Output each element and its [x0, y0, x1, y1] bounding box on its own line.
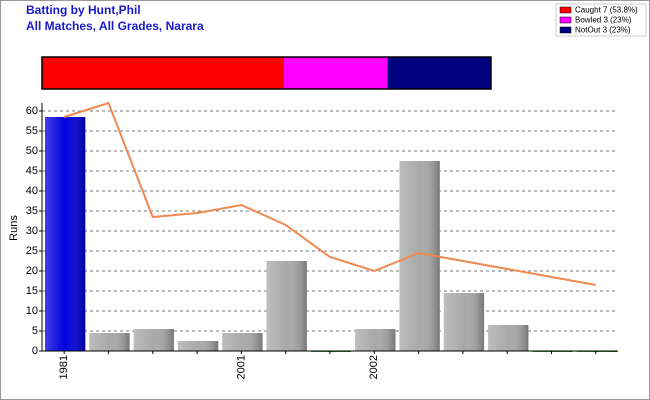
- bar-shade: [133, 329, 174, 351]
- chart-title: Batting by Hunt,Phil: [26, 3, 141, 17]
- y-tick-label: 0: [32, 345, 38, 357]
- bar-shade: [488, 325, 529, 351]
- y-tick-label: 60: [26, 105, 38, 117]
- bar-shade: [355, 329, 396, 351]
- legend-label: Bowled 3 (23%): [575, 16, 632, 25]
- x-tick-label: 2001: [235, 355, 247, 379]
- y-tick-label: 30: [26, 225, 38, 237]
- y-tick-label: 20: [26, 265, 38, 277]
- y-tick-label: 5: [32, 325, 38, 337]
- dismissal-bar-outline: [41, 56, 492, 90]
- y-axis-label: Runs: [8, 215, 20, 241]
- dismissal-segment: [284, 57, 388, 89]
- legend-swatch: [559, 16, 572, 24]
- y-tick-label: 40: [26, 185, 38, 197]
- bar-shade: [266, 261, 307, 351]
- legend-label: NotOut 3 (23%): [575, 26, 631, 35]
- chart-subtitle: All Matches, All Grades, Narara: [26, 19, 204, 33]
- y-tick-label: 50: [26, 145, 38, 157]
- line: [63, 101, 597, 286]
- legend-label: Caught 7 (53.8%): [575, 6, 638, 15]
- y-tick-label: 25: [26, 245, 38, 257]
- bar-shade: [177, 341, 219, 351]
- y-tick-label: 55: [26, 125, 38, 137]
- bar-shade: [443, 293, 485, 351]
- x-tick-label: 1981: [58, 355, 70, 379]
- y-tick-label: 10: [26, 305, 38, 317]
- bar-shade: [45, 117, 86, 351]
- bar-shade: [222, 333, 263, 351]
- legend-swatch: [559, 26, 572, 34]
- y-tick-label: 35: [26, 205, 38, 217]
- x-tick-label: 2002: [368, 355, 380, 379]
- legend-swatch: [559, 6, 572, 14]
- dismissal-segment: [387, 57, 491, 89]
- dismissal-segment: [42, 57, 285, 89]
- y-tick-label: 15: [26, 285, 38, 297]
- y-tick-label: 45: [26, 165, 38, 177]
- bar-shade: [89, 333, 130, 351]
